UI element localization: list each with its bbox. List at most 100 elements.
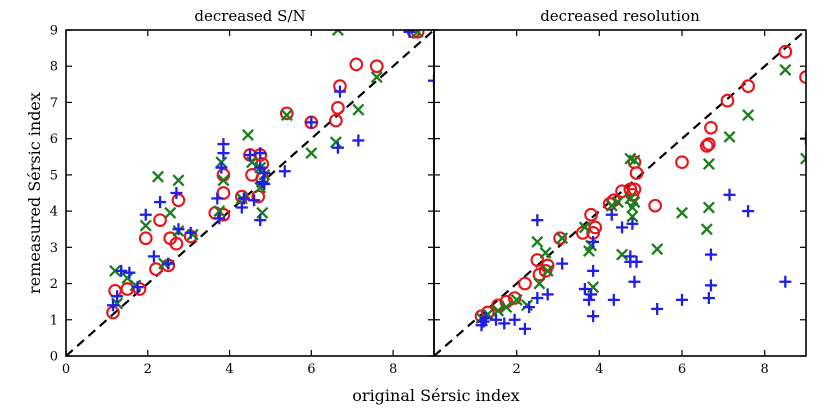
x-marker [500,301,513,314]
circle-marker [704,120,718,135]
plus-marker [248,194,261,207]
x-marker [723,130,736,143]
circle-marker [778,44,793,59]
x-marker [510,293,523,306]
circle-marker [507,291,522,305]
plus-marker [704,279,717,292]
x-marker [742,109,755,122]
circle-marker [675,155,689,170]
plus-marker [607,293,620,306]
plus-marker [651,302,664,315]
axes-right: 2 4 6 8 [433,29,807,377]
diagonal-line [434,30,806,356]
y-tick-label: 1 [50,313,58,328]
circle-marker [108,283,122,298]
x-marker [411,30,424,38]
plus-marker [278,165,291,178]
plus-marker [616,221,629,234]
plus-marker [217,138,230,151]
plus-marker [624,250,637,263]
circle-marker [331,101,345,115]
x-marker [799,152,806,165]
panel-decreased-resolution: decreased resolution 2 4 6 8 [433,7,807,377]
y-tick-label: 3 [50,241,58,256]
x-tick-label: 8 [761,362,769,377]
plus-marker [704,248,717,261]
diagonal-reference-line-left [66,30,434,356]
circle-marker [741,79,755,93]
plus-marker [498,317,511,330]
x-marker [702,201,715,214]
plus-marker [256,176,269,189]
x-marker [520,299,534,312]
plus-marker [541,288,554,301]
x-marker [578,221,591,234]
x-marker [280,109,293,122]
plus-marker [479,311,492,324]
x-marker [151,170,165,183]
x-marker [651,243,664,256]
x-marker [492,304,505,317]
plus-marker [172,223,185,236]
x-marker [616,248,629,261]
circle-marker [575,225,590,240]
x-marker [109,264,122,277]
panel-title-left: decreased S/N [194,7,305,25]
circle-marker [553,231,567,246]
plus-marker [305,116,318,129]
y-tick-label: 2 [50,277,58,292]
y-tick-label: 9 [50,24,58,39]
circle-marker [518,276,532,291]
circle-marker [169,236,184,251]
circle-marker [588,220,603,235]
plus-marker [628,275,641,288]
x-marker [331,30,344,37]
plus-marker [111,290,124,303]
x-marker [628,196,641,209]
x-marker [541,264,554,277]
plus-marker [258,167,271,180]
x-tick-label: 2 [513,362,521,377]
axes-left: 0 2 4 6 8 0 1 2 3 4 5 6 7 8 9 [50,24,435,377]
circle-marker [216,207,231,222]
panel-decreased-sn: decreased S/N 0 2 4 6 8 0 1 2 3 4 5 6 7 8 9 [50,7,435,377]
plus-marker [518,322,531,335]
panel-title-right: decreased resolution [540,7,700,25]
plus-marker [531,214,544,227]
x-marker [352,103,365,116]
plus-marker [235,201,248,214]
x-tick-label: 6 [307,362,315,377]
plus-marker [403,30,416,38]
plus-marker [147,250,160,263]
plus-marker [508,313,521,326]
circle-marker [799,70,806,84]
y-tick-label: 5 [50,168,58,183]
x-marker [186,228,199,241]
plus-marker [115,264,128,277]
x-marker [164,206,177,219]
x-marker [246,156,259,169]
plus-marker [702,292,715,305]
x-marker [213,205,226,218]
plus-marker [244,148,256,161]
circle-marker [171,193,186,208]
y-tick-label: 7 [50,96,58,111]
x-marker [702,158,715,171]
x-marker [605,199,618,212]
plus-marker [578,282,591,295]
plus-marker [211,192,224,205]
x-marker [556,232,569,245]
axes-frame [433,29,807,357]
circle-marker [584,207,598,222]
x-marker [370,71,383,84]
x-marker [329,136,342,149]
plus-marker [742,205,755,218]
circle-marker [153,213,167,228]
plus-marker [779,275,792,288]
x-marker [626,210,639,223]
circle-marker [329,113,343,128]
plus-marker [237,192,250,205]
x-marker [628,154,641,167]
plus-marker [258,177,271,190]
